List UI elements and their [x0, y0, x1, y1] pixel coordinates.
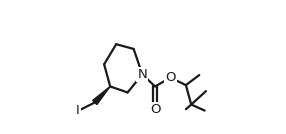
Polygon shape [93, 86, 110, 105]
Text: O: O [150, 103, 160, 116]
Text: O: O [165, 71, 176, 84]
Text: N: N [138, 68, 147, 81]
Text: I: I [76, 104, 80, 117]
